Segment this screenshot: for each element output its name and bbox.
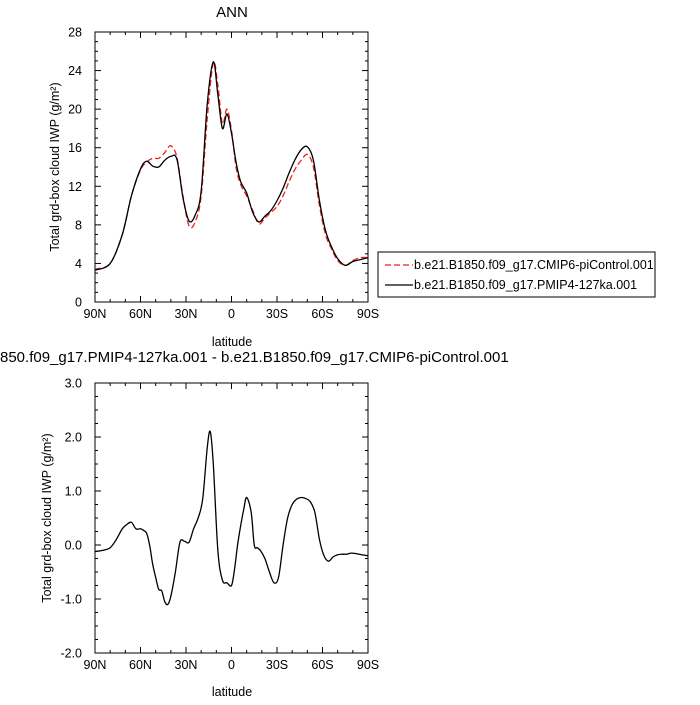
bottom-x-axis-label: latitude bbox=[212, 685, 252, 699]
bottom-axis-ticks bbox=[94, 382, 369, 654]
y-tick-label: 12 bbox=[68, 180, 82, 194]
top-plot-frame bbox=[94, 31, 369, 303]
top-axis-ticks bbox=[94, 31, 369, 303]
y-tick-label: 24 bbox=[68, 64, 82, 78]
x-tick-label: 60S bbox=[311, 658, 333, 672]
top-x-tick-labels: 90N 60N 30N 0 30S 60S 90S bbox=[84, 307, 380, 321]
x-tick-label: 30N bbox=[175, 658, 198, 672]
x-tick-label: 60N bbox=[129, 658, 152, 672]
x-tick-label: 30N bbox=[175, 307, 198, 321]
x-tick-label: 30S bbox=[266, 658, 288, 672]
y-tick-label: 1.0 bbox=[65, 485, 82, 499]
bottom-y-axis-label: Total grd-box cloud IWP (g/m²) bbox=[40, 433, 54, 602]
top-panel: ANN 0 4 8 12 16 20 24 28 90N 60N 30N 0 30S 60S 90S la… bbox=[48, 4, 379, 349]
series-line bbox=[94, 430, 369, 606]
top-y-axis-label: Total grd-box cloud IWP (g/m²) bbox=[48, 82, 62, 251]
y-tick-label: 8 bbox=[75, 218, 82, 232]
bottom-plot-frame bbox=[94, 382, 369, 654]
x-tick-label: 30S bbox=[266, 307, 288, 321]
legend-label-pmip4: b.e21.B1850.f09_g17.PMIP4-127ka.001 bbox=[414, 278, 637, 292]
top-series-lines bbox=[94, 61, 369, 271]
y-tick-label: 3.0 bbox=[65, 377, 82, 391]
x-tick-label: 90S bbox=[357, 658, 379, 672]
x-tick-label: 60S bbox=[311, 307, 333, 321]
legend: b.e21.B1850.f09_g17.CMIP6-piControl.001 … bbox=[377, 251, 656, 298]
legend-box bbox=[377, 251, 656, 298]
y-tick-label: -1.0 bbox=[60, 593, 82, 607]
bottom-series-lines bbox=[94, 430, 369, 606]
bottom-x-tick-labels: 90N 60N 30N 0 30S 60S 90S bbox=[84, 658, 380, 672]
bottom-y-tick-labels: -2.0 -1.0 0.0 1.0 2.0 3.0 bbox=[60, 377, 82, 661]
x-tick-label: 60N bbox=[129, 307, 152, 321]
top-x-axis-label: latitude bbox=[212, 335, 252, 349]
legend-label-picontrol: b.e21.B1850.f09_g17.CMIP6-piControl.001 bbox=[414, 258, 654, 272]
y-tick-label: 4 bbox=[75, 257, 82, 271]
bottom-panel: 850.f09_g17.PMIP4-127ka.001 - b.e21.B185… bbox=[0, 349, 509, 699]
x-tick-label: 90N bbox=[84, 307, 107, 321]
x-tick-label: 0 bbox=[228, 307, 235, 321]
y-tick-label: 0 bbox=[75, 296, 82, 310]
y-tick-label: 2.0 bbox=[65, 431, 82, 445]
y-tick-label: 0.0 bbox=[65, 539, 82, 553]
x-tick-label: 0 bbox=[228, 658, 235, 672]
top-title: ANN bbox=[216, 4, 248, 21]
y-tick-label: 20 bbox=[68, 103, 82, 117]
y-tick-label: 16 bbox=[68, 141, 82, 155]
top-y-tick-labels: 0 4 8 12 16 20 24 28 bbox=[68, 26, 82, 310]
y-tick-label: 28 bbox=[68, 26, 82, 40]
x-tick-label: 90S bbox=[357, 307, 379, 321]
y-tick-label: -2.0 bbox=[60, 647, 82, 661]
series-line-dashed bbox=[94, 61, 369, 270]
series-line bbox=[94, 61, 369, 271]
x-tick-label: 90N bbox=[84, 658, 107, 672]
bottom-title: 850.f09_g17.PMIP4-127ka.001 - b.e21.B185… bbox=[0, 349, 509, 366]
